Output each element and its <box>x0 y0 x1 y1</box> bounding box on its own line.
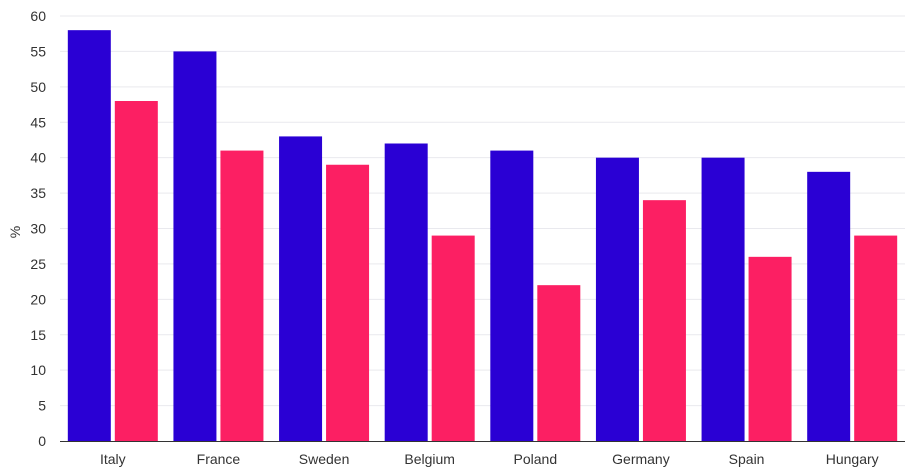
x-tick-label-sweden: Sweden <box>299 451 350 467</box>
bar-poland-series-2 <box>537 285 581 441</box>
bar-spain-series-1 <box>701 157 745 441</box>
y-tick-label: 55 <box>30 43 46 59</box>
y-axis-title: % <box>7 226 23 238</box>
bar-germany-series-1 <box>595 157 639 441</box>
bar-france-series-1 <box>173 51 217 442</box>
bar-hungary-series-2 <box>854 235 898 441</box>
y-tick-label: 15 <box>30 327 46 343</box>
x-tick-label-germany: Germany <box>612 451 670 467</box>
bar-italy-series-1 <box>67 30 111 442</box>
bar-belgium-series-1 <box>384 143 428 441</box>
y-tick-label: 60 <box>30 8 46 24</box>
bar-hungary-series-1 <box>807 171 851 442</box>
bar-sweden-series-2 <box>326 164 370 441</box>
x-tick-label-france: France <box>197 451 241 467</box>
x-tick-label-belgium: Belgium <box>404 451 455 467</box>
x-tick-label-italy: Italy <box>100 451 126 467</box>
y-tick-label: 0 <box>38 433 46 449</box>
bar-sweden-series-1 <box>279 136 323 441</box>
y-tick-label: 5 <box>38 398 46 414</box>
bar-italy-series-2 <box>114 101 158 441</box>
x-tick-labels: Italy France Sweden Belgium Poland Germany Spa… <box>100 451 879 467</box>
bar-poland-series-1 <box>490 150 534 442</box>
x-tick-label-spain: Spain <box>729 451 765 467</box>
y-tick-label: 10 <box>30 362 46 378</box>
y-tick-label: 45 <box>30 114 46 130</box>
x-tick-label-poland: Poland <box>514 451 558 467</box>
y-tick-label: 40 <box>30 150 46 166</box>
y-tick-label: 30 <box>30 221 46 237</box>
y-tick-label: 35 <box>30 185 46 201</box>
bars <box>67 30 898 442</box>
y-tick-label: 25 <box>30 256 46 272</box>
y-tick-labels: 0 5 10 15 20 25 30 35 40 45 50 55 60 <box>30 8 46 449</box>
y-tick-label: 20 <box>30 291 46 307</box>
y-tick-label: 50 <box>30 79 46 95</box>
bar-belgium-series-2 <box>431 235 475 441</box>
x-tick-label-hungary: Hungary <box>826 451 879 467</box>
bar-spain-series-2 <box>748 256 792 441</box>
bar-germany-series-2 <box>642 200 686 441</box>
bar-france-series-2 <box>220 150 264 442</box>
